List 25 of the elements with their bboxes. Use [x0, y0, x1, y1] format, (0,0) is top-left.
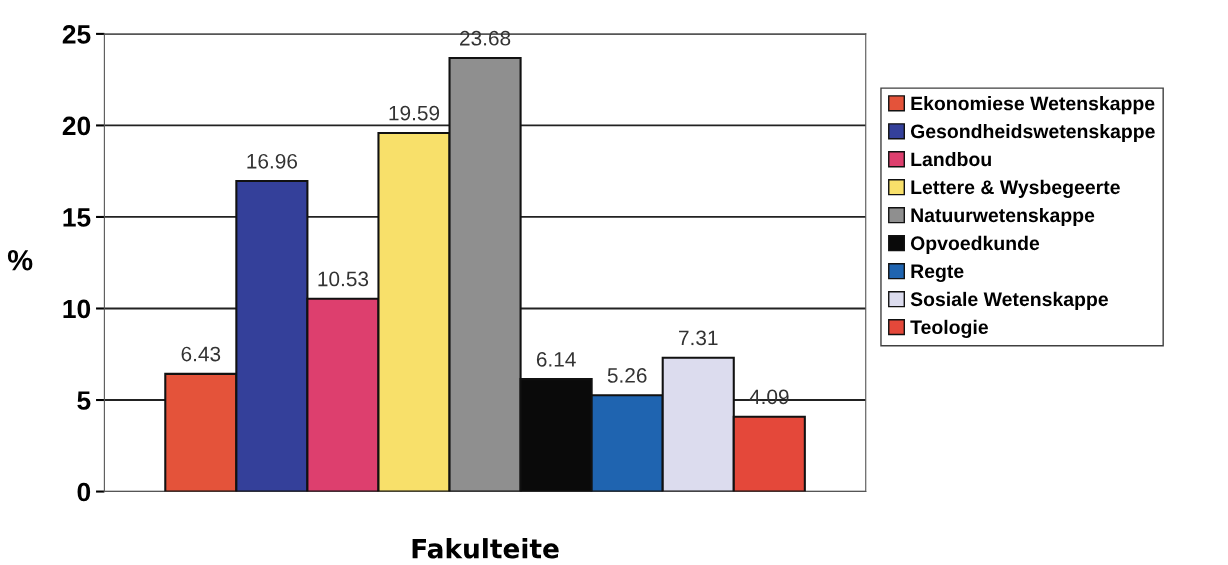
legend-label: Teologie — [910, 319, 988, 339]
data-label: 6.14 — [536, 351, 576, 367]
data-label: 7.31 — [679, 330, 718, 346]
legend-label: Landbou — [911, 151, 991, 167]
data-label: 6.43 — [181, 346, 221, 362]
y-tick-label: 10 — [63, 299, 91, 319]
data-label: 19.59 — [389, 105, 440, 121]
data-label: 16.96 — [247, 153, 298, 169]
legend-label: Regte — [911, 264, 964, 283]
y-tick-label: 0 — [77, 482, 91, 502]
legend-label: Sosiale Wetenskappe — [910, 291, 1108, 310]
legend-label: Natuurwetenskappe — [911, 207, 1095, 227]
legend-label: Gesondheidswetenskappe — [910, 123, 1155, 143]
data-label: 23.68 — [460, 30, 511, 46]
x-axis-title: Fakulteite — [412, 538, 559, 559]
data-label: 10.53 — [318, 271, 369, 287]
y-tick-label: 25 — [62, 25, 91, 44]
legend-label: Ekonomiese Wetenskappe — [911, 96, 1155, 115]
y-tick-label: 15 — [63, 208, 91, 227]
y-tick-label: 20 — [62, 116, 91, 136]
data-label: 5.26 — [607, 368, 647, 383]
y-tick-label: 5 — [77, 391, 91, 410]
y-axis-title: % — [7, 249, 33, 271]
legend-label: Opvoedkunde — [910, 235, 1040, 254]
legend-label: Lettere & Wysbegeerte — [911, 179, 1120, 199]
